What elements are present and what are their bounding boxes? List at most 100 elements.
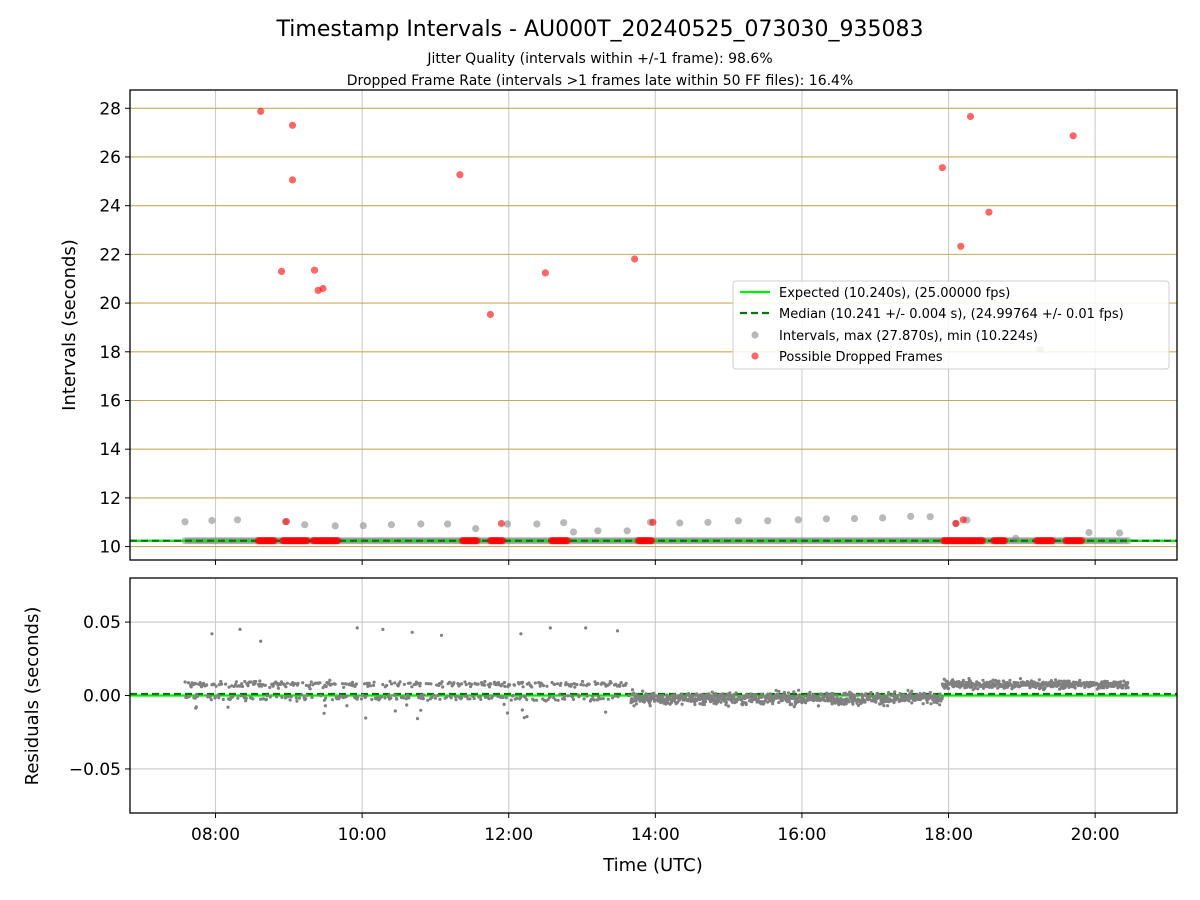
- residual-point: [418, 681, 422, 686]
- residual-point: [319, 694, 323, 698]
- residual-point: [624, 681, 628, 686]
- residual-point: [502, 680, 507, 685]
- top-y-tick-label: 24: [99, 197, 121, 217]
- residual-point: [1097, 686, 1101, 690]
- interval-point: [331, 522, 339, 530]
- residual-point: [641, 689, 645, 693]
- top-y-tick-label: 16: [99, 391, 121, 411]
- residual-point: [483, 679, 487, 684]
- bottom-x-tick-label: 10:00: [338, 825, 387, 845]
- residual-point: [611, 696, 615, 700]
- residual-point: [527, 681, 531, 685]
- residual-point: [947, 686, 951, 691]
- dropped-frame-point: [1078, 537, 1086, 545]
- bottom-x-tick-label: 18:00: [924, 825, 973, 845]
- residual-point: [534, 698, 539, 702]
- interval-point: [1012, 534, 1020, 542]
- bottom-y-tick-label: 0.05: [83, 613, 121, 633]
- residual-point: [541, 684, 546, 688]
- residual-point: [798, 693, 802, 697]
- residual-point: [501, 695, 505, 700]
- residual-point: [796, 696, 800, 700]
- residual-point: [265, 694, 269, 698]
- residual-point: [487, 697, 491, 701]
- residual-point: [793, 695, 797, 699]
- residual-point: [559, 681, 563, 685]
- residual-point: [227, 685, 231, 689]
- residual-point: [683, 696, 688, 700]
- residual-point: [244, 696, 248, 701]
- residual-point: [581, 683, 586, 687]
- residual-point: [283, 696, 287, 700]
- bottom-x-tick-label: 08:00: [191, 825, 240, 845]
- residual-point: [226, 705, 230, 709]
- residual-point: [593, 680, 597, 684]
- residual-point: [278, 682, 282, 687]
- residual-point: [328, 678, 332, 682]
- residual-point: [759, 695, 764, 700]
- dropped-frame-point: [319, 284, 327, 293]
- residual-point: [748, 695, 752, 699]
- legend-intervals-label: Intervals, max (27.870s), min (10.224s): [779, 329, 1038, 344]
- residual-point: [301, 681, 305, 685]
- residual-point: [508, 683, 512, 687]
- top-y-tick-label: 12: [99, 489, 121, 509]
- residual-point: [1114, 680, 1118, 685]
- residual-point: [766, 700, 770, 704]
- residual-point: [441, 685, 445, 689]
- residual-point: [186, 681, 190, 685]
- legend-box: [732, 280, 1170, 370]
- residual-point: [419, 708, 423, 712]
- residual-point: [786, 691, 791, 695]
- interval-point: [533, 520, 541, 528]
- top-y-tick-label: 18: [99, 343, 121, 363]
- residual-point: [816, 704, 821, 708]
- residual-point: [579, 683, 583, 687]
- residual-point: [855, 693, 860, 697]
- residual-point: [886, 704, 890, 708]
- residual-point: [454, 698, 458, 702]
- residual-point: [994, 683, 998, 687]
- residual-point: [436, 694, 440, 698]
- residual-point: [394, 693, 398, 697]
- dropped-frame-point: [1001, 537, 1009, 545]
- residual-point: [238, 627, 242, 632]
- residual-point: [500, 682, 504, 686]
- bottom-y-axis-label: Residuals (seconds): [22, 607, 43, 786]
- residual-point: [213, 695, 218, 699]
- residual-point: [844, 702, 848, 706]
- dropped-frame-point: [499, 537, 507, 545]
- dropped-frame-point: [270, 537, 278, 545]
- residual-point: [1126, 681, 1130, 685]
- residual-point: [710, 690, 714, 694]
- residual-point: [395, 697, 399, 701]
- residual-point: [369, 684, 373, 688]
- residual-point: [389, 682, 394, 686]
- interval-point: [560, 519, 568, 527]
- residual-point: [221, 697, 225, 702]
- residual-point: [224, 682, 228, 686]
- residual-point: [929, 702, 933, 706]
- residual-point: [1126, 686, 1130, 690]
- residual-point: [448, 681, 452, 685]
- residual-point: [734, 700, 739, 704]
- dropped-frame-point: [257, 107, 265, 115]
- residual-point: [893, 690, 897, 694]
- residual-point: [268, 695, 272, 699]
- bottom-x-ticks: 08:00 10:00 12:00 14:00 16:00 18:00 20:00: [191, 813, 1120, 845]
- residual-point: [882, 704, 886, 708]
- dropped-frame-point: [959, 516, 967, 524]
- dropped-frame-point: [303, 537, 311, 545]
- dropped-frame-point: [473, 537, 481, 545]
- residual-point: [208, 695, 212, 699]
- residual-point: [938, 703, 942, 707]
- residual-point: [532, 698, 536, 702]
- legend: Expected (10.240s), (25.00000 fps) Media…: [732, 280, 1170, 370]
- residual-point: [613, 694, 617, 698]
- residual-point: [599, 697, 603, 701]
- residual-point: [1067, 679, 1071, 683]
- residual-point: [344, 682, 348, 686]
- residual-point: [339, 694, 343, 698]
- residual-point: [556, 698, 560, 702]
- residual-point: [630, 697, 634, 701]
